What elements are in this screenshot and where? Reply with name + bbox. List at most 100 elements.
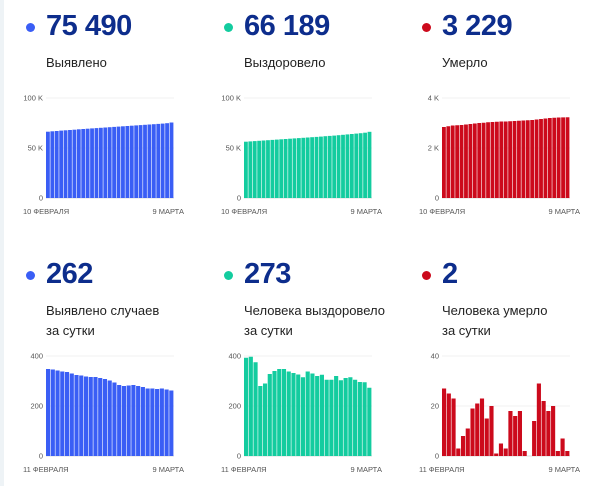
bar: [319, 136, 323, 198]
bar: [283, 139, 288, 198]
bar: [279, 139, 284, 198]
bar: [532, 421, 537, 456]
bar: [116, 126, 121, 198]
bar: [90, 128, 94, 198]
left-edge-strip: [0, 0, 4, 486]
bar: [102, 379, 108, 456]
bar: [257, 140, 262, 198]
bar: [272, 371, 277, 456]
bar: [551, 406, 556, 456]
bar: [156, 123, 161, 198]
y-tick-label: 200: [30, 402, 43, 411]
bar: [291, 373, 296, 456]
bar: [296, 374, 301, 456]
bar: [261, 140, 266, 198]
x-start-label: 10 ФЕВРАЛЯ: [221, 207, 267, 216]
y-tick-label: 50 K: [226, 144, 241, 153]
bar: [69, 373, 74, 456]
bar: [296, 138, 301, 198]
bar: [81, 129, 86, 198]
y-tick-label: 40: [431, 352, 439, 361]
x-end-label: 9 МАРТА: [548, 207, 580, 216]
bar: [503, 121, 508, 198]
y-tick-label: 50 K: [28, 144, 43, 153]
bar: [147, 124, 152, 198]
bar: [479, 398, 485, 456]
stat-value: 66 189: [244, 10, 330, 42]
x-end-label: 9 МАРТА: [350, 207, 382, 216]
bar: [150, 388, 155, 456]
bar: [556, 117, 561, 198]
bar: [477, 123, 482, 198]
bar: [164, 389, 169, 456]
stat-value: 262: [46, 258, 93, 290]
x-start-label: 10 ФЕВРАЛЯ: [419, 207, 465, 216]
bar: [248, 141, 253, 198]
stat-label: Человека умерло: [442, 303, 548, 318]
bar: [248, 356, 253, 456]
bar: [305, 137, 310, 198]
bar: [55, 370, 60, 456]
bar: [517, 411, 522, 456]
bar: [525, 120, 530, 198]
bar: [546, 411, 551, 456]
bar: [486, 122, 490, 198]
bar: [327, 135, 332, 198]
bar: [536, 383, 541, 456]
bar: [363, 132, 367, 198]
y-tick-label: 0: [237, 194, 241, 203]
x-end-label: 9 МАРТА: [152, 207, 184, 216]
bullet-dot-icon: [422, 23, 431, 32]
bar: [107, 127, 112, 198]
y-tick-label: 0: [435, 452, 439, 461]
bar: [543, 118, 548, 198]
bar: [459, 125, 464, 198]
bar: [46, 131, 50, 198]
bar: [107, 380, 112, 456]
bar: [315, 376, 320, 456]
bar: [134, 125, 139, 198]
bar: [446, 393, 451, 456]
bar: [252, 141, 257, 198]
bar: [503, 448, 508, 456]
bar: [560, 438, 565, 456]
bar: [530, 120, 535, 198]
stat-label: Человека выздоровело: [244, 303, 385, 318]
bar: [498, 443, 504, 456]
bar: [494, 453, 499, 456]
bar: [348, 377, 353, 456]
y-tick-label: 200: [228, 402, 241, 411]
bar: [292, 138, 297, 198]
bar: [323, 136, 328, 198]
bar: [126, 385, 131, 456]
bar: [508, 121, 513, 198]
bar: [266, 140, 270, 198]
bar: [281, 369, 287, 456]
bar: [300, 377, 306, 456]
bar: [555, 451, 560, 456]
bar: [88, 377, 93, 456]
bar: [63, 130, 68, 198]
bar: [244, 141, 248, 198]
bar: [455, 125, 460, 198]
stat-label: Выявлено: [46, 55, 107, 70]
bar: [262, 383, 268, 456]
bar: [314, 136, 319, 198]
bullet-dot-icon: [224, 23, 233, 32]
bar: [50, 369, 55, 456]
bar: [143, 124, 147, 198]
stat-label-line2: за сутки: [244, 323, 293, 338]
bar: [552, 117, 557, 198]
y-tick-label: 100 K: [221, 94, 241, 103]
bar: [324, 379, 329, 456]
bar: [565, 451, 570, 456]
bar: [93, 377, 98, 456]
bar: [517, 120, 521, 198]
bar: [354, 133, 359, 198]
y-tick-label: 2 K: [428, 144, 439, 153]
bar: [513, 416, 518, 456]
bar: [338, 380, 343, 456]
y-tick-label: 400: [228, 352, 241, 361]
